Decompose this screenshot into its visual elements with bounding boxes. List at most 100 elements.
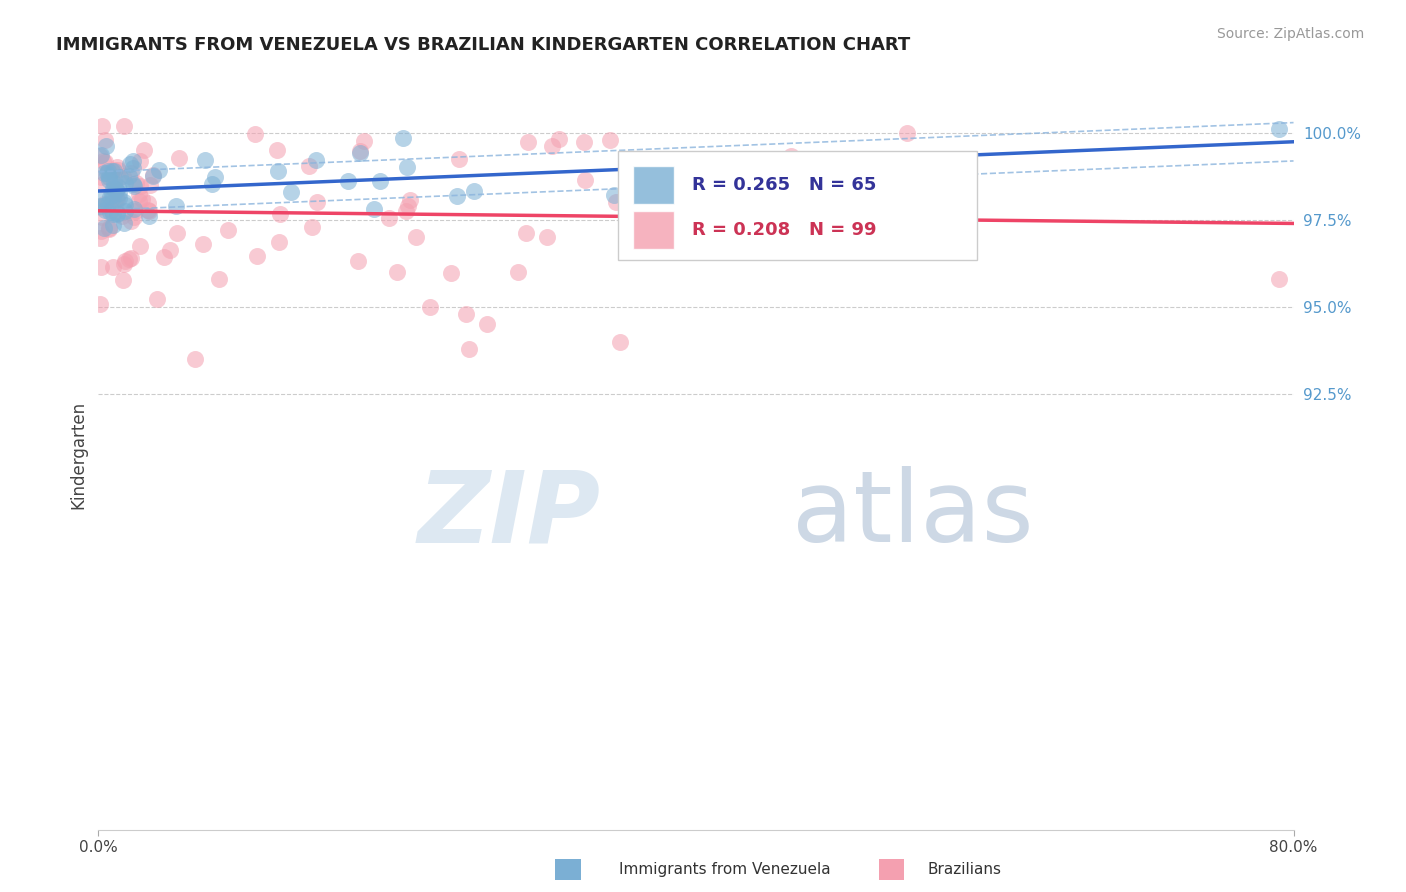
Point [385,265,409,279]
Point [111,209,134,223]
Point [1267,272,1289,286]
Point [112,169,135,184]
Point [114,253,136,268]
Point [152,250,174,264]
Text: atlas: atlas [792,467,1033,564]
Point [104,198,127,212]
Point [90,191,112,205]
Point [394,203,416,218]
Point [208,272,231,286]
Point [146,292,169,306]
Point [605,195,627,210]
Point [112,273,135,287]
Point [108,190,131,204]
Point [122,153,145,168]
Point [1267,122,1289,136]
Point [96,139,118,153]
Point [399,193,422,207]
Point [128,194,150,208]
Point [517,136,540,150]
Point [90,224,112,238]
Point [103,207,125,221]
Point [305,153,328,167]
Point [90,169,112,184]
Point [204,169,226,184]
Point [105,184,128,198]
Point [454,307,477,321]
Point [89,199,111,213]
Point [114,197,136,211]
Point [307,195,329,210]
Point [536,230,558,244]
Point [141,169,163,183]
Point [266,164,288,178]
Point [419,300,441,314]
Point [280,185,302,199]
Point [107,180,129,194]
Point [447,153,470,167]
Point [396,199,419,213]
Point [118,169,141,183]
Point [148,162,170,177]
Point [167,151,190,165]
Point [94,198,117,212]
Point [142,168,165,182]
Point [246,249,269,263]
Point [97,169,120,184]
Point [131,192,153,206]
Point [100,189,122,203]
Point [91,153,114,168]
Point [165,199,187,213]
Point [112,195,135,210]
Point [108,169,131,184]
Point [392,131,415,145]
Point [363,202,385,216]
Point [107,162,129,177]
Point [93,221,115,235]
Point [138,210,160,224]
Point [103,181,125,195]
Point [94,155,117,169]
Bar [633,167,675,204]
Point [103,163,125,178]
Point [125,176,148,190]
Point [105,183,128,197]
Point [104,183,127,197]
Point [506,265,529,279]
Point [337,174,360,188]
Point [96,165,118,179]
Point [346,254,368,268]
Point [194,153,217,168]
Point [124,204,146,219]
Point [112,257,135,271]
Point [89,149,111,163]
Point [91,211,114,225]
Point [97,197,120,211]
Point [101,188,124,202]
Point [112,216,135,230]
Point [896,126,918,140]
Text: IMMIGRANTS FROM VENEZUELA VS BRAZILIAN KINDERGARTEN CORRELATION CHART: IMMIGRANTS FROM VENEZUELA VS BRAZILIAN K… [56,36,911,54]
Point [396,160,419,174]
Point [101,163,124,178]
Text: Brazilians: Brazilians [928,863,1002,877]
Point [93,197,115,211]
Point [377,211,399,225]
Point [779,149,801,163]
Point [91,119,114,133]
Point [184,352,207,367]
Point [908,244,931,258]
Point [541,139,564,153]
FancyBboxPatch shape [619,152,977,260]
Point [446,189,468,203]
Point [120,156,142,170]
Point [574,173,596,187]
Point [89,231,111,245]
Point [97,221,120,235]
Point [440,266,463,280]
Point [105,207,128,221]
Point [838,192,860,206]
Point [129,179,152,194]
Point [349,146,371,161]
Point [129,154,152,169]
